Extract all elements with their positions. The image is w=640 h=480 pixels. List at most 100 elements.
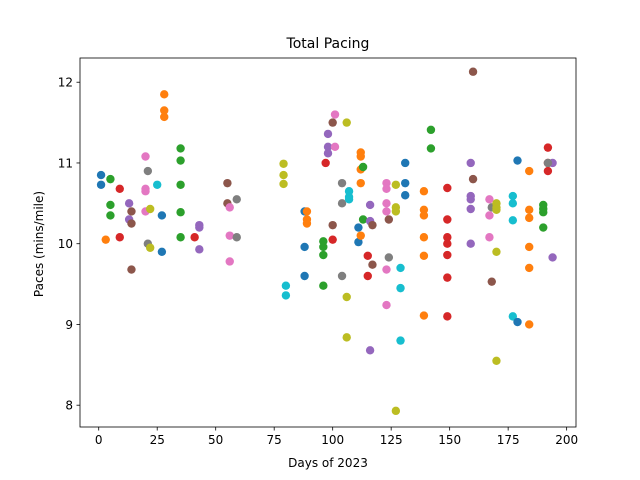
data-point bbox=[468, 174, 478, 184]
data-point bbox=[525, 320, 534, 329]
data-point bbox=[485, 211, 494, 220]
data-point bbox=[321, 158, 330, 168]
data-point bbox=[466, 158, 475, 168]
data-point bbox=[443, 239, 452, 248]
data-point bbox=[525, 263, 534, 273]
data-point bbox=[358, 215, 368, 224]
data-point bbox=[342, 333, 351, 342]
data-point bbox=[525, 242, 534, 252]
data-point bbox=[539, 208, 548, 217]
data-point bbox=[141, 187, 150, 196]
data-point bbox=[176, 208, 185, 217]
data-point bbox=[419, 233, 429, 242]
data-point bbox=[143, 166, 153, 176]
data-point bbox=[391, 406, 401, 416]
data-point bbox=[543, 143, 553, 152]
data-point bbox=[106, 174, 115, 184]
data-point bbox=[513, 317, 522, 327]
data-point bbox=[300, 271, 309, 281]
chart-title: Total Pacing bbox=[286, 36, 370, 52]
y-tick-label: 8 bbox=[65, 399, 73, 413]
x-tick-label: 25 bbox=[150, 433, 165, 447]
data-point bbox=[419, 211, 429, 220]
data-point bbox=[391, 180, 401, 189]
x-tick-label: 125 bbox=[380, 433, 403, 447]
data-point bbox=[96, 180, 106, 189]
data-point bbox=[279, 159, 288, 168]
data-point bbox=[330, 110, 340, 119]
data-point bbox=[330, 142, 340, 152]
data-point bbox=[145, 204, 155, 214]
data-point bbox=[232, 195, 241, 204]
data-point bbox=[225, 231, 234, 240]
data-point bbox=[160, 112, 169, 122]
data-point bbox=[356, 178, 365, 188]
data-point bbox=[419, 187, 429, 196]
data-point bbox=[279, 170, 288, 180]
data-point bbox=[543, 158, 553, 168]
data-point bbox=[281, 291, 291, 300]
axes-layer: 0 25 50 75 100 125 150 175 200 8 9 10 11 12 bbox=[58, 57, 578, 447]
data-point bbox=[96, 170, 106, 180]
data-point bbox=[513, 156, 522, 165]
data-point bbox=[363, 271, 372, 281]
data-point bbox=[426, 125, 436, 135]
data-point bbox=[384, 253, 394, 262]
data-point bbox=[508, 199, 518, 208]
x-tick-label: 150 bbox=[438, 433, 461, 447]
data-point bbox=[323, 129, 333, 139]
data-point bbox=[225, 257, 234, 266]
data-point bbox=[115, 233, 124, 242]
data-point bbox=[485, 195, 494, 204]
data-point bbox=[176, 233, 185, 242]
data-point bbox=[302, 207, 312, 216]
data-point bbox=[356, 152, 365, 161]
data-point bbox=[342, 292, 351, 302]
data-point bbox=[419, 311, 429, 320]
data-point bbox=[363, 251, 372, 261]
data-point bbox=[368, 260, 377, 269]
data-point bbox=[328, 220, 337, 230]
data-point bbox=[195, 223, 204, 232]
data-point bbox=[319, 281, 328, 290]
data-point bbox=[127, 219, 136, 228]
data-point bbox=[466, 195, 475, 204]
data-point bbox=[337, 178, 347, 188]
data-point bbox=[382, 300, 391, 310]
data-point bbox=[382, 199, 391, 208]
data-point bbox=[319, 242, 328, 252]
data-point bbox=[354, 237, 363, 247]
x-tick-label: 100 bbox=[321, 433, 344, 447]
data-point bbox=[153, 180, 162, 189]
data-point bbox=[368, 220, 377, 230]
y-tick-label: 10 bbox=[58, 237, 73, 251]
data-point bbox=[508, 216, 518, 225]
y-tick-label: 9 bbox=[65, 318, 73, 332]
data-point bbox=[160, 106, 169, 115]
data-point bbox=[356, 231, 365, 240]
data-point bbox=[485, 233, 494, 242]
data-point bbox=[354, 223, 363, 232]
data-point bbox=[127, 265, 136, 274]
data-point bbox=[344, 195, 354, 204]
data-point bbox=[539, 223, 548, 232]
data-point bbox=[157, 247, 167, 256]
data-point bbox=[396, 336, 405, 345]
data-point bbox=[176, 180, 185, 189]
data-point bbox=[525, 205, 534, 214]
data-point bbox=[443, 273, 452, 282]
data-point bbox=[160, 90, 169, 99]
data-point bbox=[401, 178, 410, 188]
data-point bbox=[382, 184, 391, 194]
data-point bbox=[145, 243, 155, 252]
data-point bbox=[342, 118, 351, 127]
data-point bbox=[492, 356, 501, 365]
data-point bbox=[443, 233, 452, 242]
data-point bbox=[157, 211, 167, 220]
data-point bbox=[492, 205, 501, 214]
data-point bbox=[365, 346, 375, 355]
x-tick-label: 50 bbox=[208, 433, 223, 447]
data-point bbox=[443, 183, 452, 193]
data-point bbox=[106, 211, 115, 220]
